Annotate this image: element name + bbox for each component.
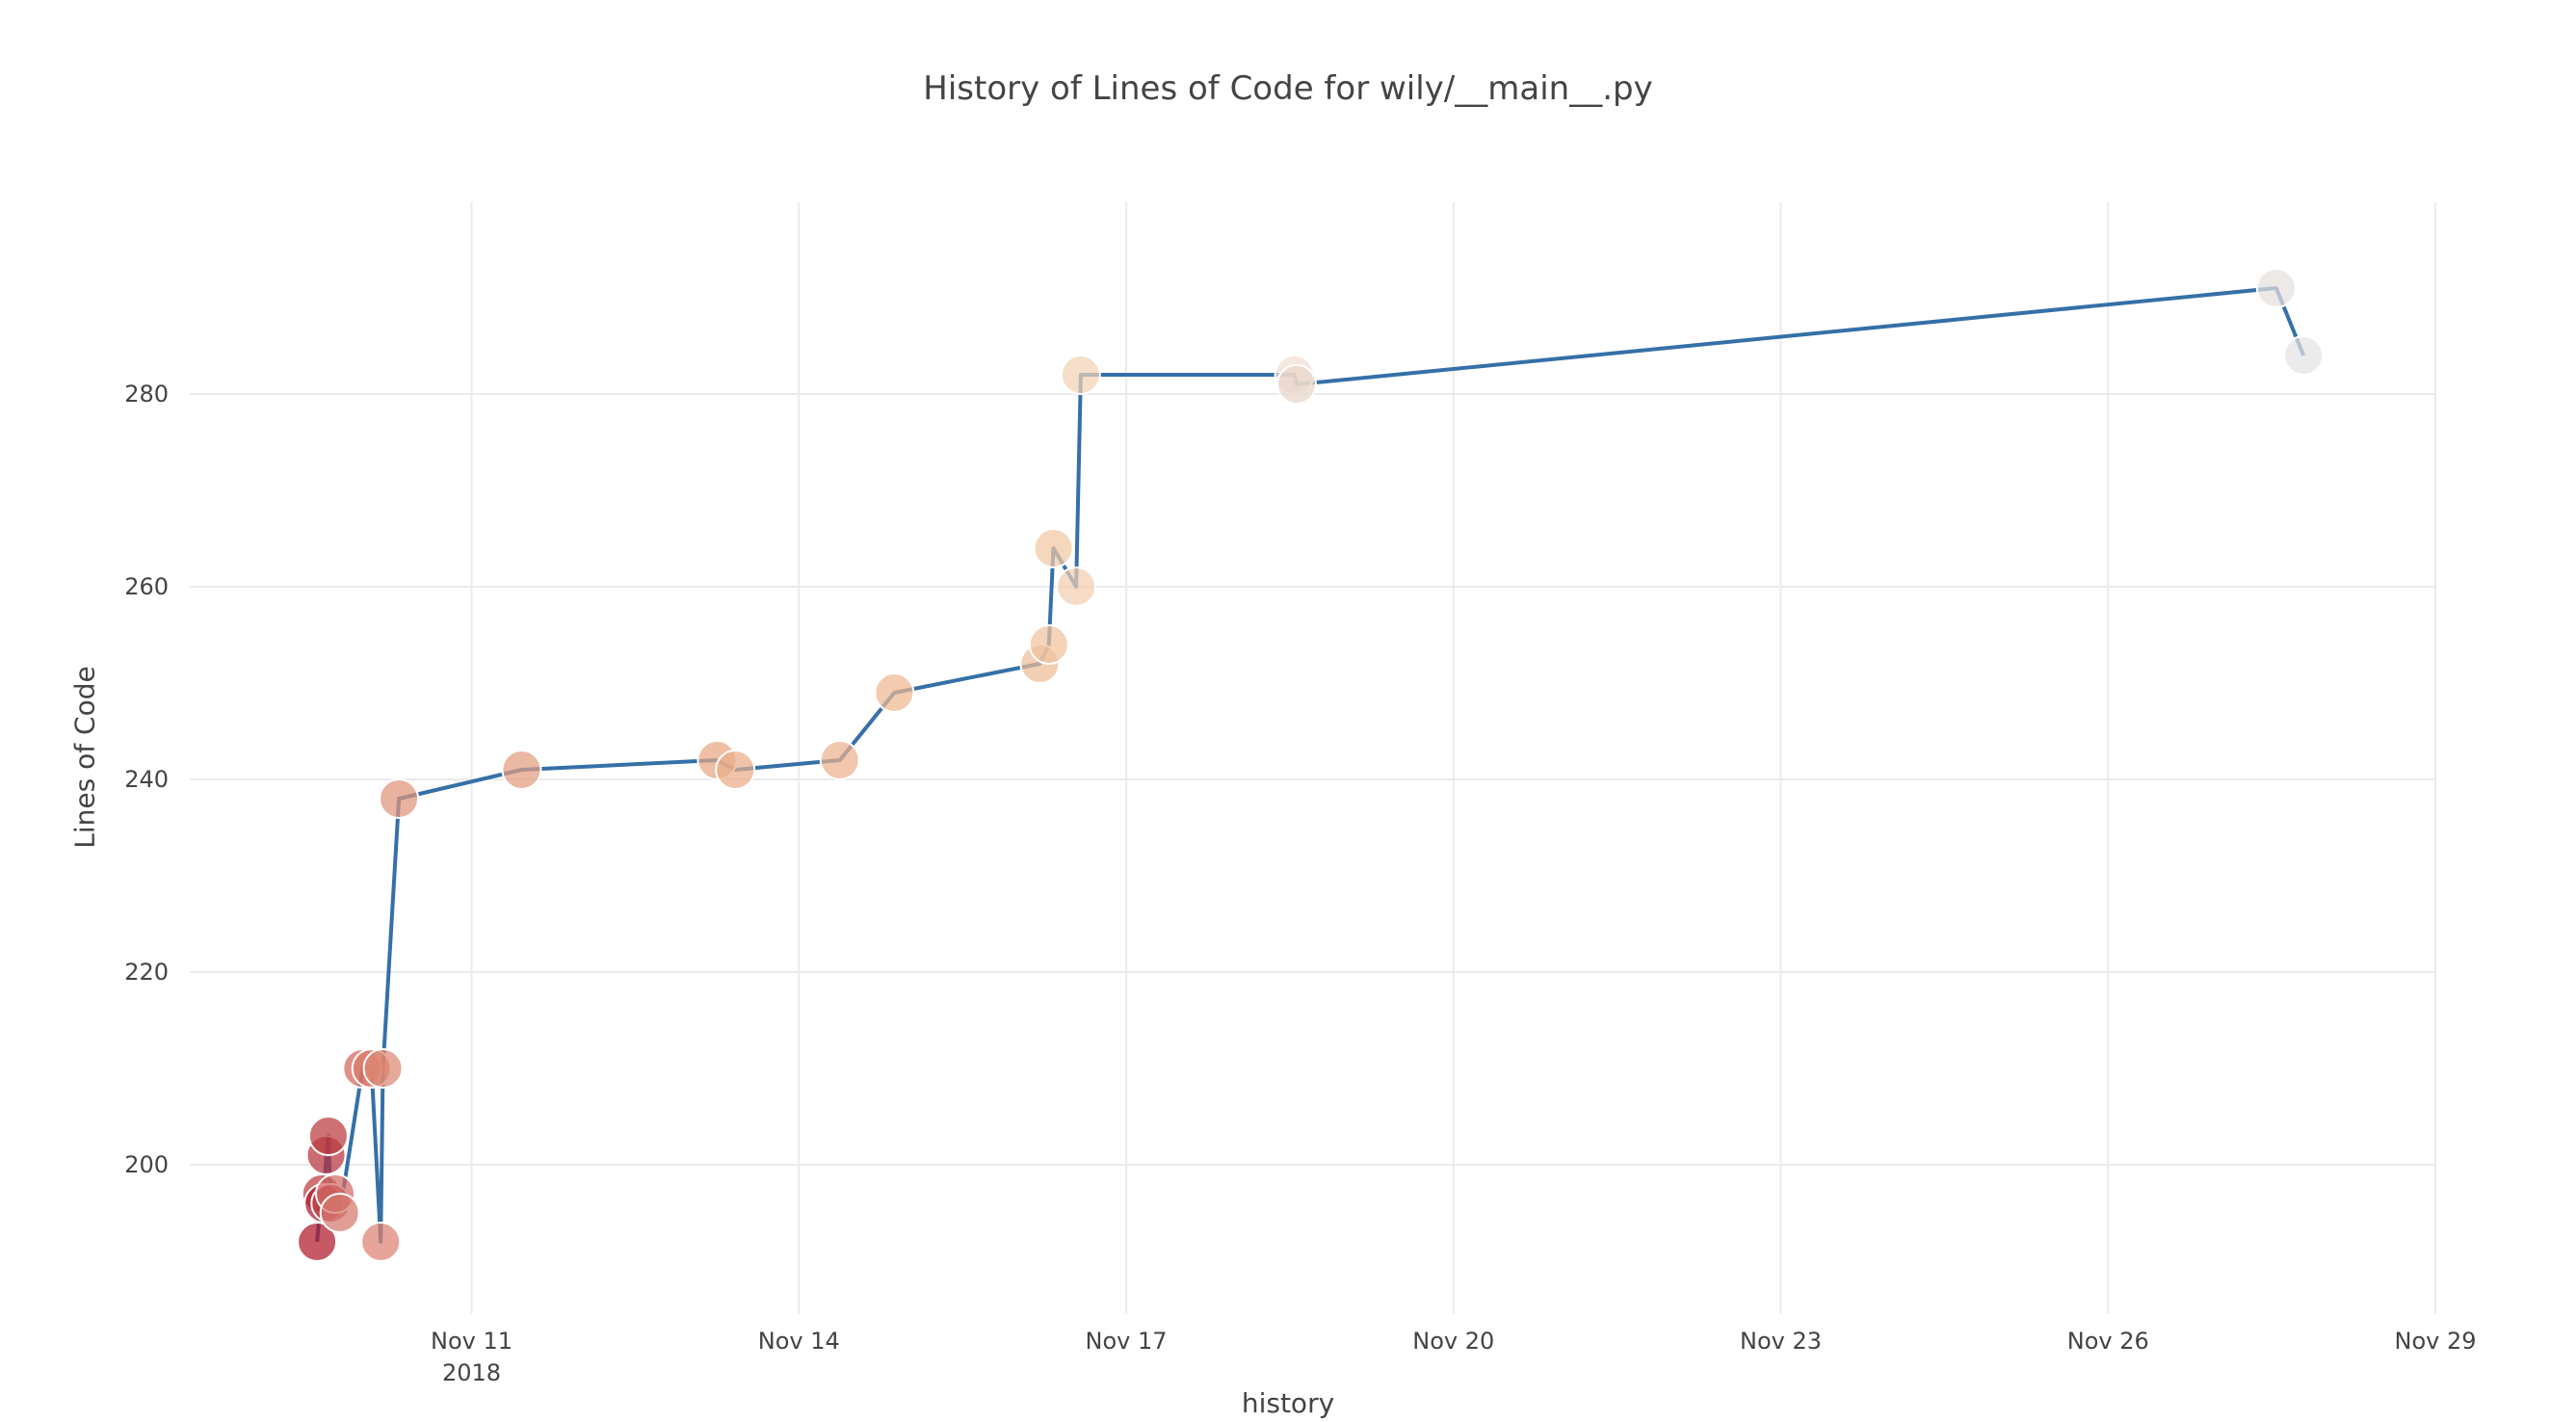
data-point[interactable] — [1033, 528, 1074, 568]
data-point[interactable] — [307, 1116, 349, 1156]
series-points-layer — [297, 268, 2325, 1262]
x-tick-label: Nov 14 — [758, 1328, 840, 1355]
y-axis-title: Lines of Code — [68, 666, 101, 849]
x-tick-label: Nov 17 — [1086, 1328, 1168, 1355]
chart-title: History of Lines of Code for wily/__main… — [923, 69, 1653, 108]
series-line — [315, 286, 2306, 1244]
x-tick-label: Nov 29 — [2394, 1328, 2476, 1355]
data-point[interactable] — [319, 1193, 360, 1233]
data-point[interactable] — [1056, 566, 1097, 607]
y-tick-label: 240 — [124, 766, 169, 793]
series-line-layer — [315, 286, 2306, 1244]
y-tick-label: 200 — [124, 1151, 169, 1178]
data-point[interactable] — [1028, 624, 1069, 665]
y-tick-label: 280 — [124, 381, 169, 408]
data-point[interactable] — [715, 750, 756, 790]
data-point[interactable] — [2255, 268, 2297, 308]
x-axis-title: history — [1241, 1387, 1335, 1419]
axis-ticks: Nov 11 2018 Nov 14 Nov 17 Nov 20 Nov 23 Nov 26… — [124, 381, 2476, 1386]
x-tick-label: Nov 11 — [431, 1328, 513, 1355]
x-tick-label: Nov 23 — [1740, 1328, 1822, 1355]
data-point[interactable] — [2283, 335, 2325, 376]
x-tick-label: Nov 26 — [2067, 1328, 2149, 1355]
data-point[interactable] — [297, 1222, 338, 1262]
x-tick-label: Nov 20 — [1412, 1328, 1494, 1355]
grid — [190, 202, 2436, 1314]
data-point[interactable] — [501, 750, 542, 790]
data-point[interactable] — [874, 672, 915, 713]
y-tick-label: 260 — [124, 573, 169, 600]
data-point[interactable] — [360, 1222, 402, 1262]
data-point[interactable] — [362, 1048, 404, 1089]
data-point[interactable] — [819, 740, 860, 780]
data-point[interactable] — [1060, 355, 1101, 395]
data-point[interactable] — [1275, 364, 1317, 405]
y-tick-label: 220 — [124, 959, 169, 986]
x-tick-sublabel: 2018 — [442, 1359, 501, 1386]
data-point[interactable] — [379, 778, 420, 819]
